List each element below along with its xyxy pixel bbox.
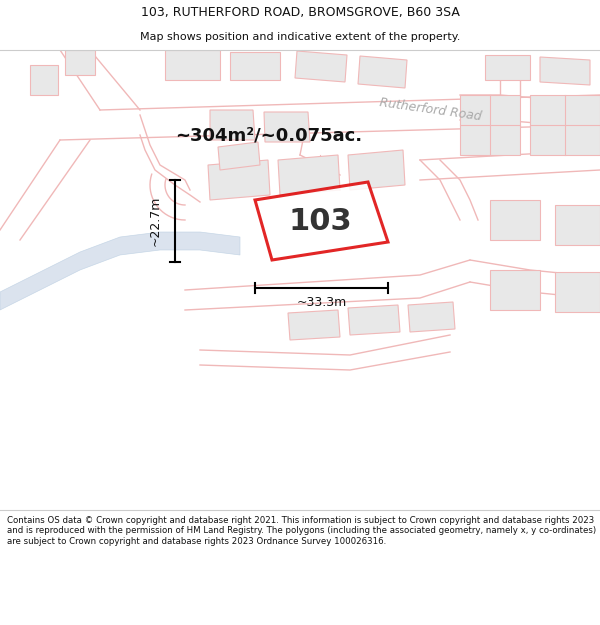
Polygon shape — [218, 142, 260, 170]
Polygon shape — [555, 205, 600, 245]
Polygon shape — [30, 65, 58, 95]
Polygon shape — [408, 302, 455, 332]
Polygon shape — [264, 112, 310, 142]
Polygon shape — [485, 55, 530, 80]
Polygon shape — [65, 50, 95, 75]
Text: ~22.7m: ~22.7m — [149, 196, 161, 246]
Polygon shape — [255, 182, 388, 260]
Text: Map shows position and indicative extent of the property.: Map shows position and indicative extent… — [140, 32, 460, 43]
Polygon shape — [555, 272, 600, 312]
Polygon shape — [165, 50, 220, 80]
Polygon shape — [348, 150, 405, 190]
Text: ~33.3m: ~33.3m — [296, 296, 347, 309]
Polygon shape — [540, 57, 590, 85]
Text: Rutherford Road: Rutherford Road — [378, 96, 482, 124]
Polygon shape — [230, 52, 280, 80]
Text: Contains OS data © Crown copyright and database right 2021. This information is : Contains OS data © Crown copyright and d… — [7, 516, 596, 546]
Polygon shape — [490, 200, 540, 240]
Polygon shape — [295, 51, 347, 82]
Polygon shape — [460, 95, 520, 155]
Text: ~304m²/~0.075ac.: ~304m²/~0.075ac. — [175, 126, 362, 144]
Polygon shape — [210, 110, 255, 140]
Polygon shape — [530, 95, 600, 155]
Polygon shape — [0, 232, 240, 310]
Polygon shape — [288, 310, 340, 340]
Polygon shape — [278, 155, 340, 195]
Polygon shape — [208, 160, 270, 200]
Text: 103, RUTHERFORD ROAD, BROMSGROVE, B60 3SA: 103, RUTHERFORD ROAD, BROMSGROVE, B60 3S… — [140, 6, 460, 19]
Polygon shape — [490, 270, 540, 310]
Text: 103: 103 — [289, 206, 353, 236]
Polygon shape — [358, 56, 407, 88]
Polygon shape — [348, 305, 400, 335]
